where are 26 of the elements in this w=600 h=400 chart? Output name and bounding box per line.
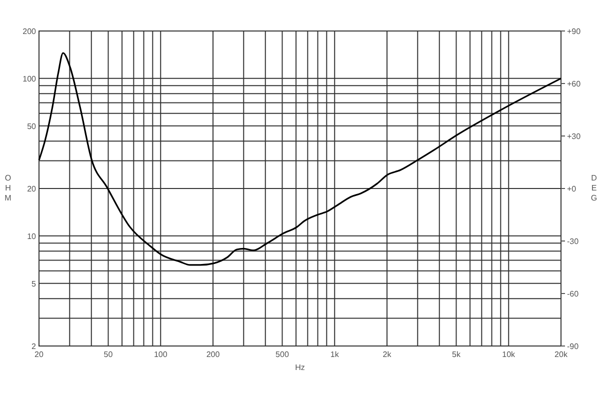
x-tick-label: 2k — [382, 350, 392, 359]
x-tick-label: 500 — [276, 350, 290, 359]
x-tick-label: 1k — [330, 350, 340, 359]
y-tick-label: 2 — [32, 342, 37, 351]
y-tick-label: 100 — [22, 74, 37, 84]
y-tick-label: 10 — [27, 232, 37, 241]
y-tick-label: 5 — [32, 279, 37, 288]
y2-tick-label: -30 — [567, 237, 580, 246]
y2-tick-label: +30 — [567, 132, 582, 141]
y2-axis-title: DEG — [590, 174, 598, 202]
y-tick-label: 20 — [27, 184, 37, 194]
x-axis-title: Hz — [295, 363, 305, 372]
y-tick-label: 200 — [22, 27, 37, 36]
x-tick-label: 200 — [206, 350, 220, 359]
x-tick-label: 5k — [452, 350, 462, 359]
y2-tick-label: -60 — [567, 290, 580, 298]
x-tick-label: 50 — [104, 350, 114, 359]
y2-tick-label: +0 — [567, 184, 577, 194]
y2-tick-label: +90 — [567, 27, 582, 36]
y-tick-label: 50 — [27, 122, 37, 131]
y2-tick-label: -90 — [567, 342, 580, 351]
x-tick-label: 10k — [502, 350, 516, 359]
x-tick-label: 100 — [154, 350, 168, 359]
x-tick-label: 20k — [554, 350, 568, 359]
y2-tick-label: +60 — [567, 80, 582, 88]
y-axis-title: OHM — [4, 174, 12, 202]
